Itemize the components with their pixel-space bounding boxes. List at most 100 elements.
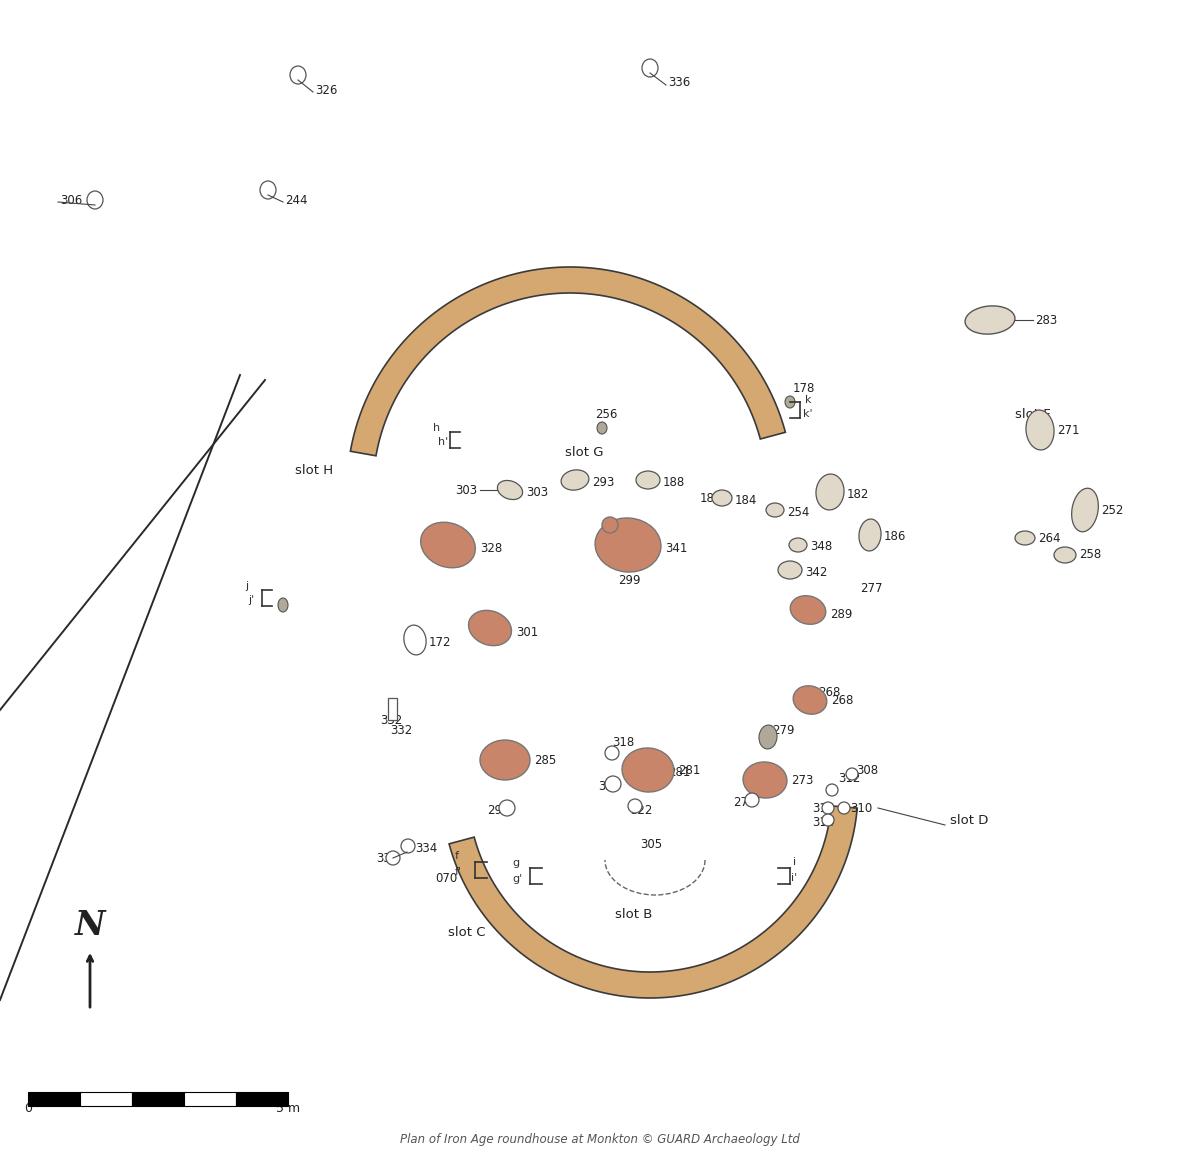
Ellipse shape (838, 802, 850, 814)
Ellipse shape (822, 802, 834, 814)
Text: 0: 0 (24, 1102, 32, 1115)
Ellipse shape (826, 784, 838, 796)
Ellipse shape (743, 762, 787, 798)
Ellipse shape (605, 776, 622, 792)
Polygon shape (449, 806, 857, 998)
Text: 314: 314 (812, 816, 834, 829)
Ellipse shape (602, 517, 618, 533)
Text: 336: 336 (668, 76, 690, 90)
Ellipse shape (595, 518, 661, 572)
Text: slot C: slot C (448, 926, 486, 939)
Text: 178: 178 (793, 382, 815, 394)
Text: g: g (512, 858, 520, 868)
Text: 293: 293 (592, 475, 614, 489)
Ellipse shape (260, 181, 276, 199)
Text: 273: 273 (791, 774, 814, 786)
Text: 184: 184 (734, 493, 757, 506)
Text: 258: 258 (1079, 549, 1102, 562)
Text: 301: 301 (516, 625, 539, 639)
Text: j': j' (248, 595, 254, 605)
Ellipse shape (1072, 488, 1098, 532)
Ellipse shape (745, 793, 760, 807)
Text: 334: 334 (415, 842, 437, 854)
Text: slot B: slot B (616, 909, 653, 921)
Text: 268: 268 (818, 686, 840, 700)
Ellipse shape (622, 748, 674, 792)
Ellipse shape (498, 481, 522, 499)
Text: 332: 332 (390, 723, 413, 737)
Polygon shape (350, 267, 786, 455)
Ellipse shape (816, 474, 844, 510)
Text: 336: 336 (376, 852, 398, 865)
Polygon shape (388, 698, 397, 719)
Text: Plan of Iron Age roundhouse at Monkton © GUARD Archaeology Ltd: Plan of Iron Age roundhouse at Monkton ©… (400, 1133, 800, 1146)
Text: k': k' (803, 409, 812, 419)
Text: 303: 303 (526, 485, 548, 498)
Ellipse shape (401, 839, 415, 853)
Text: k: k (805, 395, 811, 405)
Text: 308: 308 (856, 763, 878, 776)
Text: 186: 186 (884, 530, 906, 543)
Ellipse shape (386, 851, 400, 865)
Ellipse shape (605, 746, 619, 760)
Ellipse shape (636, 470, 660, 489)
Ellipse shape (480, 740, 530, 779)
Ellipse shape (1054, 547, 1076, 563)
Text: 310: 310 (850, 801, 872, 814)
Ellipse shape (790, 538, 808, 552)
Text: 070: 070 (436, 872, 457, 884)
Text: 322: 322 (630, 804, 653, 816)
Text: 342: 342 (805, 565, 827, 579)
Text: 281: 281 (668, 767, 690, 779)
Text: 340: 340 (622, 522, 644, 535)
Ellipse shape (628, 799, 642, 813)
Text: 184: 184 (700, 491, 722, 505)
Text: 277: 277 (860, 581, 882, 595)
Ellipse shape (785, 395, 796, 408)
Text: 332: 332 (380, 714, 402, 726)
Text: 285: 285 (534, 754, 557, 767)
Text: 341: 341 (665, 543, 688, 556)
Text: i': i' (791, 873, 797, 883)
Text: i: i (793, 857, 796, 867)
Text: 326: 326 (314, 83, 337, 97)
Ellipse shape (712, 490, 732, 506)
Text: 188: 188 (662, 475, 685, 489)
Ellipse shape (778, 562, 802, 579)
Text: 254: 254 (787, 505, 809, 519)
Text: 281: 281 (678, 763, 701, 776)
Text: 172: 172 (430, 635, 451, 648)
Text: 289: 289 (830, 608, 852, 620)
Text: slot H: slot H (295, 464, 334, 476)
Text: 306: 306 (60, 194, 83, 206)
Ellipse shape (758, 725, 778, 749)
Text: h: h (433, 423, 440, 434)
Text: 271: 271 (1057, 423, 1080, 437)
Text: 244: 244 (286, 194, 307, 206)
Bar (184, 1092, 236, 1106)
Ellipse shape (793, 686, 827, 714)
Ellipse shape (822, 814, 834, 826)
Ellipse shape (562, 470, 589, 490)
Ellipse shape (766, 503, 784, 517)
Ellipse shape (88, 191, 103, 209)
Text: 252: 252 (1102, 504, 1123, 517)
Ellipse shape (499, 800, 515, 816)
Text: 299: 299 (618, 573, 641, 587)
Ellipse shape (468, 610, 511, 646)
Text: 305: 305 (640, 838, 662, 852)
Ellipse shape (859, 519, 881, 551)
Bar (236, 1092, 288, 1106)
Text: 5 m: 5 m (276, 1102, 300, 1115)
Text: slot D: slot D (950, 814, 989, 827)
Text: 268: 268 (830, 693, 853, 707)
Text: slot G: slot G (565, 445, 604, 459)
Ellipse shape (278, 598, 288, 612)
Text: j: j (245, 581, 248, 591)
Ellipse shape (642, 59, 658, 77)
Ellipse shape (290, 66, 306, 84)
Text: g': g' (512, 874, 522, 884)
Text: 312: 312 (838, 771, 860, 784)
Text: h': h' (438, 437, 449, 447)
Text: 328: 328 (480, 543, 503, 556)
